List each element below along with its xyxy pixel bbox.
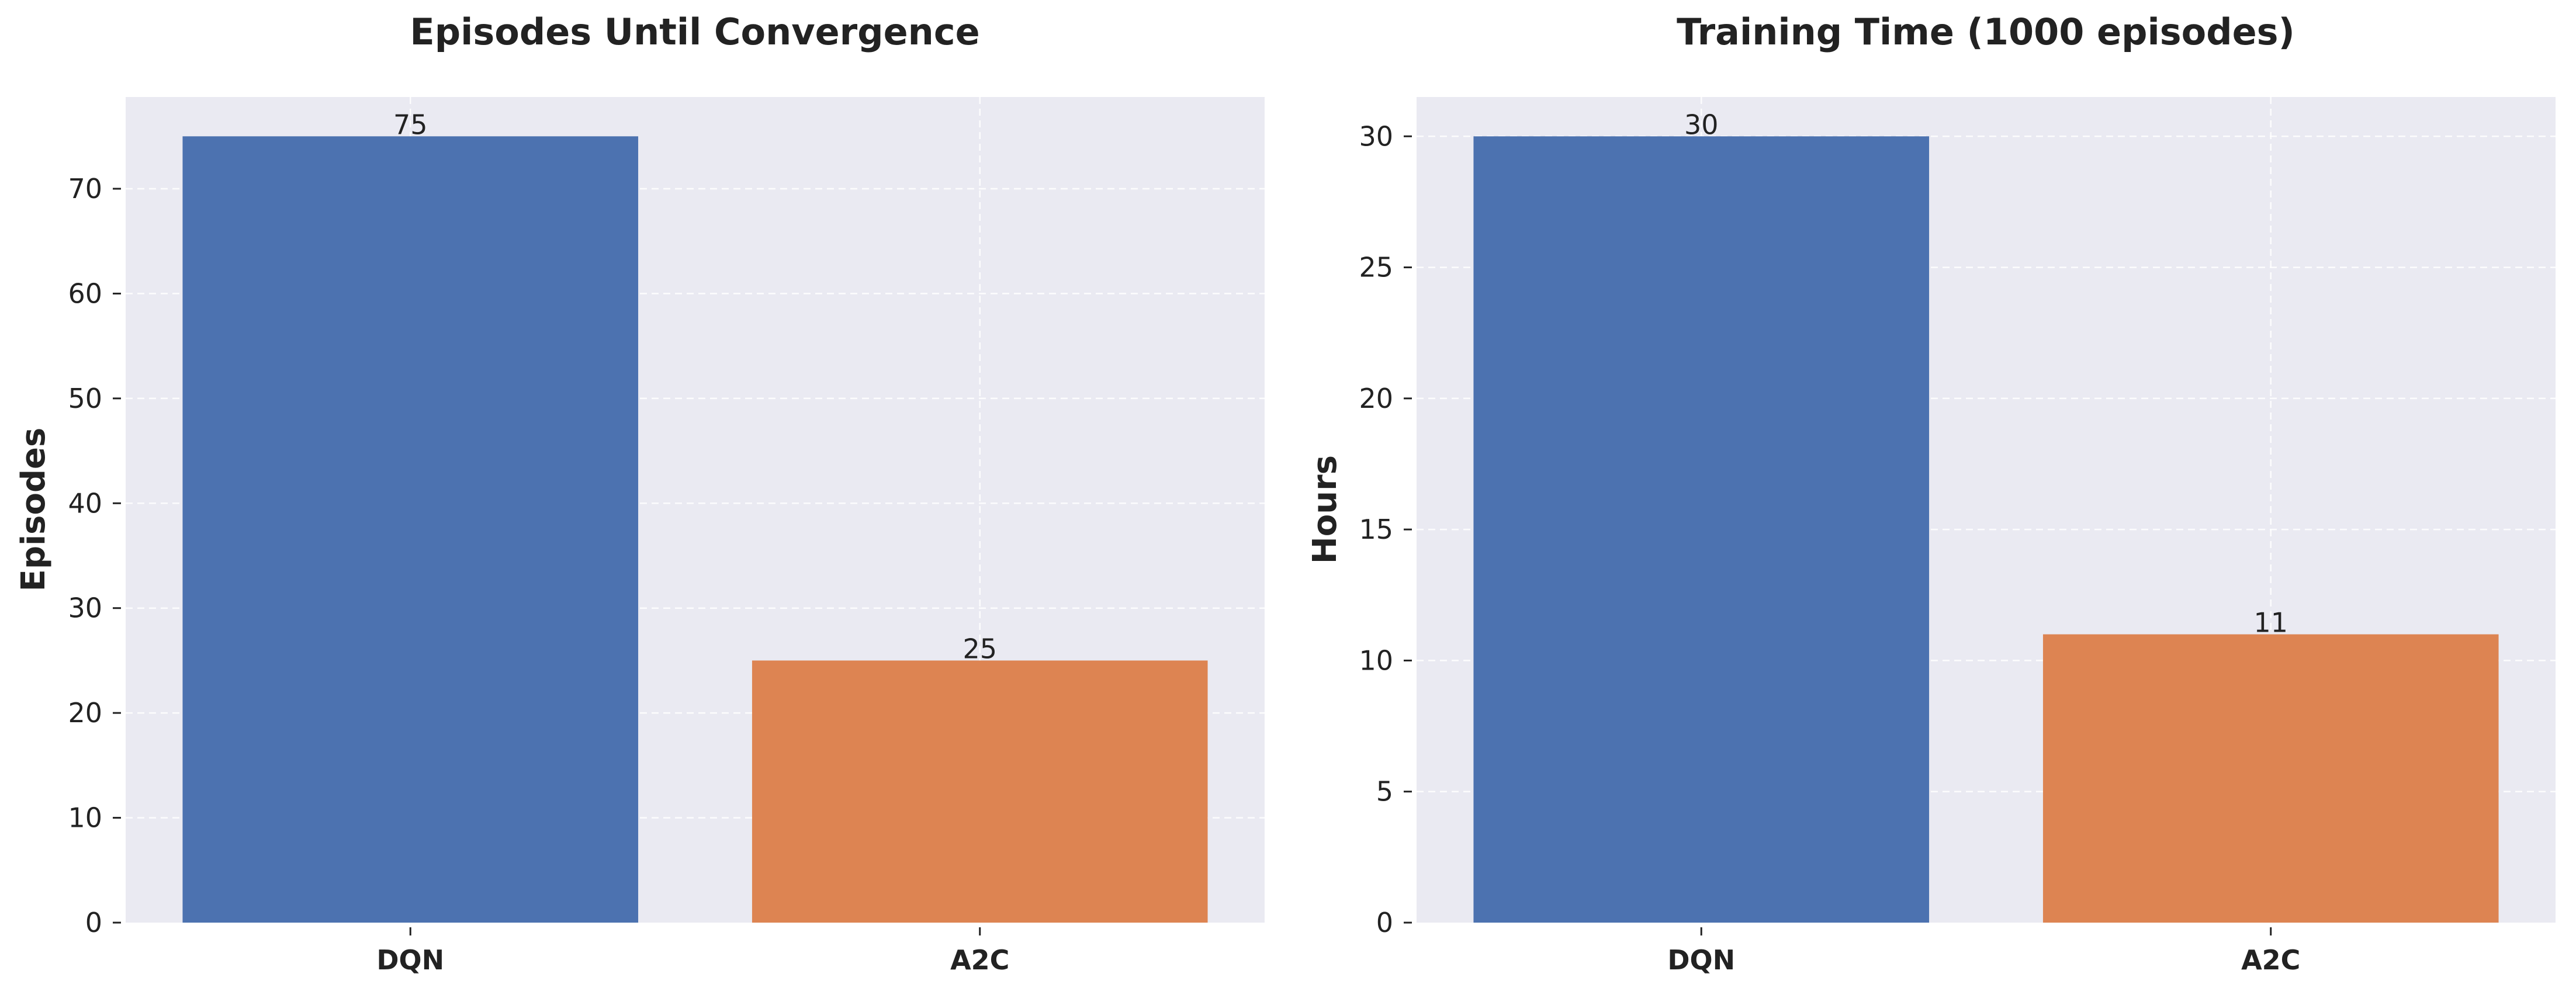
y-axis-label: Episodes bbox=[15, 428, 53, 592]
chart-title: Episodes Until Convergence bbox=[410, 11, 979, 53]
y-axis-label: Hours bbox=[1306, 455, 1344, 564]
data-label-dqn: 30 bbox=[1684, 109, 1719, 140]
x-axis-ticks: DQN A2C bbox=[376, 927, 1009, 976]
y-tick-label: 50 bbox=[68, 383, 102, 414]
y-tick-label: 20 bbox=[1359, 383, 1393, 414]
x-tick-label-dqn: DQN bbox=[376, 944, 444, 976]
y-tick-label: 10 bbox=[68, 802, 102, 834]
y-tick-label: 0 bbox=[1376, 907, 1393, 938]
y-tick-label: 0 bbox=[85, 907, 102, 938]
y-tick-label: 15 bbox=[1359, 514, 1393, 545]
bars bbox=[1473, 136, 2499, 923]
y-axis-ticks: 0 5 10 15 20 25 30 bbox=[1359, 120, 1412, 938]
data-label-a2c: 25 bbox=[962, 633, 997, 664]
chart-training-time: 0 5 10 15 20 25 30 DQN A2C 30 11 Training Time (… bbox=[1306, 11, 2556, 976]
y-tick-label: 70 bbox=[68, 173, 102, 205]
data-label-dqn: 75 bbox=[393, 109, 428, 140]
x-tick-label-dqn: DQN bbox=[1667, 944, 1735, 976]
bar-a2c bbox=[752, 660, 1208, 923]
bar-dqn bbox=[1473, 136, 1930, 923]
y-tick-label: 30 bbox=[1359, 120, 1393, 152]
y-tick-label: 20 bbox=[68, 697, 102, 729]
y-tick-label: 10 bbox=[1359, 644, 1393, 676]
y-axis-ticks: 0 10 20 30 40 50 60 70 bbox=[68, 173, 121, 938]
bar-dqn bbox=[182, 136, 639, 923]
bars bbox=[182, 136, 1208, 923]
y-tick-label: 30 bbox=[68, 592, 102, 624]
y-tick-label: 40 bbox=[68, 487, 102, 519]
bar-a2c bbox=[2042, 634, 2499, 923]
data-labels: 75 25 bbox=[393, 109, 997, 664]
data-label-a2c: 11 bbox=[2253, 607, 2288, 639]
chart-episodes-until-convergence: 0 10 20 30 40 50 60 70 DQN A2C 75 25 Episodes Unt… bbox=[15, 11, 1265, 976]
y-tick-label: 60 bbox=[68, 278, 102, 309]
y-tick-label: 5 bbox=[1376, 776, 1393, 808]
data-labels: 30 11 bbox=[1684, 109, 2288, 638]
chart-title: Training Time (1000 episodes) bbox=[1677, 11, 2295, 53]
x-tick-label-a2c: A2C bbox=[950, 944, 1009, 976]
y-tick-label: 25 bbox=[1359, 252, 1393, 283]
x-axis-ticks: DQN A2C bbox=[1667, 927, 2300, 976]
x-tick-label-a2c: A2C bbox=[2241, 944, 2300, 976]
